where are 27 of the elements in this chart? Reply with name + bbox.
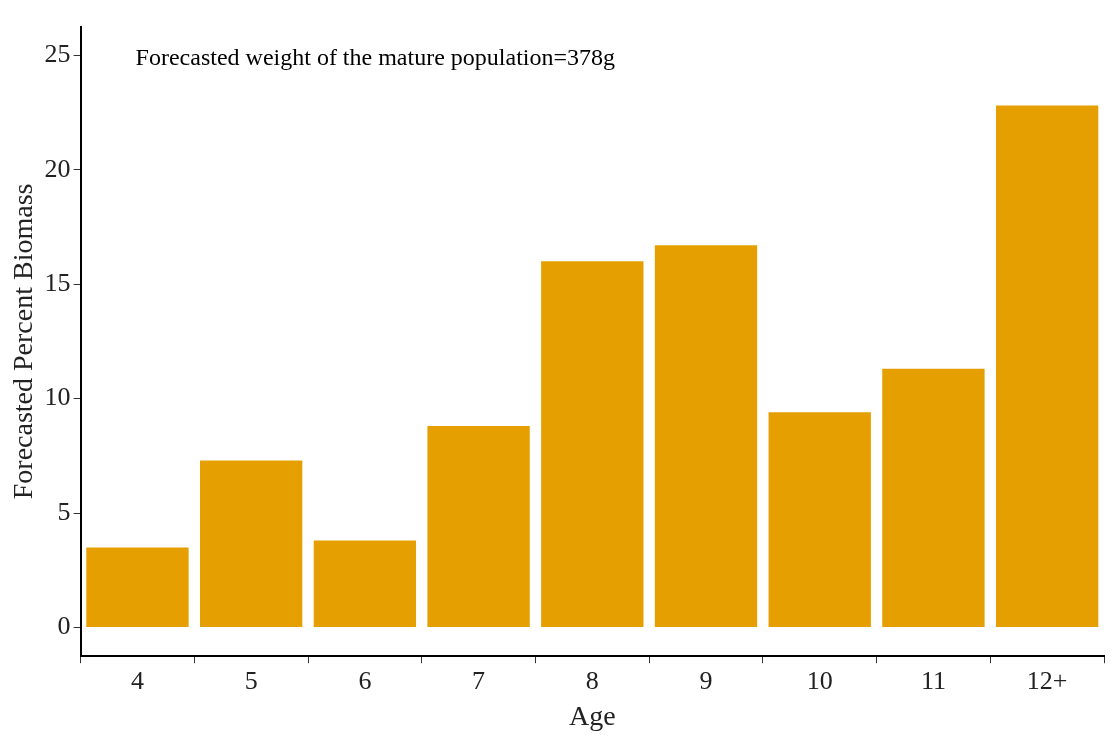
x-axis-title: Age — [568, 699, 616, 731]
x-tick-label: 5 — [244, 665, 258, 695]
x-tick-label: 10 — [806, 665, 833, 695]
y-axis-title: Forecasted Percent Biomass — [7, 183, 39, 500]
x-tick-label: 7 — [472, 665, 486, 695]
y-tick-label: 25 — [44, 39, 71, 69]
x-tick-label: 4 — [130, 665, 144, 695]
annotation: Forecasted weight of the mature population=378g — [135, 43, 616, 70]
x-tick-label: 12+ — [1026, 665, 1068, 695]
x-tick-label: 11 — [920, 665, 946, 695]
bar — [541, 261, 644, 628]
bar — [427, 426, 530, 628]
y-tick-label: 10 — [44, 382, 71, 412]
bar — [768, 412, 871, 628]
x-tick-label: 6 — [358, 665, 372, 695]
y-tick-label: 5 — [57, 496, 71, 526]
bar — [86, 547, 189, 628]
bar — [313, 540, 417, 628]
bar — [654, 245, 758, 628]
x-tick-label: 8 — [585, 665, 599, 695]
y-tick-label: 15 — [44, 267, 71, 297]
bar — [995, 105, 1099, 628]
y-tick-label: 0 — [57, 611, 71, 641]
y-tick-label: 20 — [44, 153, 71, 183]
bar — [882, 368, 985, 628]
bar — [200, 460, 303, 628]
x-tick-label: 9 — [699, 665, 713, 695]
